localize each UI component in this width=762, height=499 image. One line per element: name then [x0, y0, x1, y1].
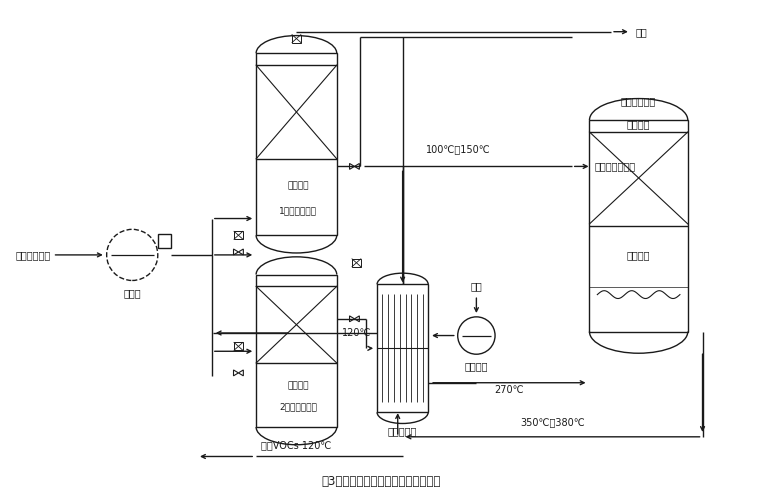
Text: 2号活性炭装置: 2号活性炭装置 [280, 402, 317, 411]
Text: 再生风机: 再生风机 [465, 361, 488, 371]
Text: 120℃: 120℃ [341, 328, 371, 338]
Bar [352, 259, 361, 266]
Text: 350℃～380℃: 350℃～380℃ [520, 417, 585, 427]
Polygon shape [354, 164, 360, 169]
Text: 图3吸附再生及催化氧化组合工艺流程: 图3吸附再生及催化氧化组合工艺流程 [322, 475, 440, 488]
Bar [158, 234, 171, 248]
Bar [256, 53, 337, 235]
Text: 100℃～150℃: 100℃～150℃ [426, 145, 491, 155]
Text: 1号活性炭装置: 1号活性炭装置 [280, 206, 318, 215]
Bar [234, 342, 243, 350]
Text: 再生换热器: 再生换热器 [388, 426, 418, 436]
Polygon shape [354, 316, 360, 322]
Polygon shape [233, 249, 239, 255]
Bar [256, 274, 337, 427]
Polygon shape [350, 316, 354, 322]
Text: 催化氧化装置: 催化氧化装置 [621, 96, 656, 106]
Text: 活性炭层: 活性炭层 [287, 181, 309, 190]
Polygon shape [239, 249, 243, 255]
Text: 活性炭层: 活性炭层 [287, 381, 309, 390]
Text: 烟囱: 烟囱 [636, 27, 648, 37]
Bar [292, 34, 301, 42]
Polygon shape [239, 370, 243, 376]
Bar [234, 232, 243, 239]
Text: 浓缩VOCs 120℃: 浓缩VOCs 120℃ [261, 440, 331, 450]
Polygon shape [233, 370, 239, 376]
Bar [590, 120, 688, 332]
Text: 湿式静电装置: 湿式静电装置 [15, 250, 50, 260]
Text: 主风机: 主风机 [123, 288, 141, 298]
Bar [377, 284, 428, 412]
Text: 空气: 空气 [470, 281, 482, 291]
Text: 270℃: 270℃ [494, 385, 523, 395]
Text: 定型废气换热器: 定型废气换热器 [594, 161, 636, 172]
Text: 催化剂层: 催化剂层 [627, 119, 651, 129]
Text: 辅助升温: 辅助升温 [627, 250, 651, 260]
Polygon shape [350, 164, 354, 169]
